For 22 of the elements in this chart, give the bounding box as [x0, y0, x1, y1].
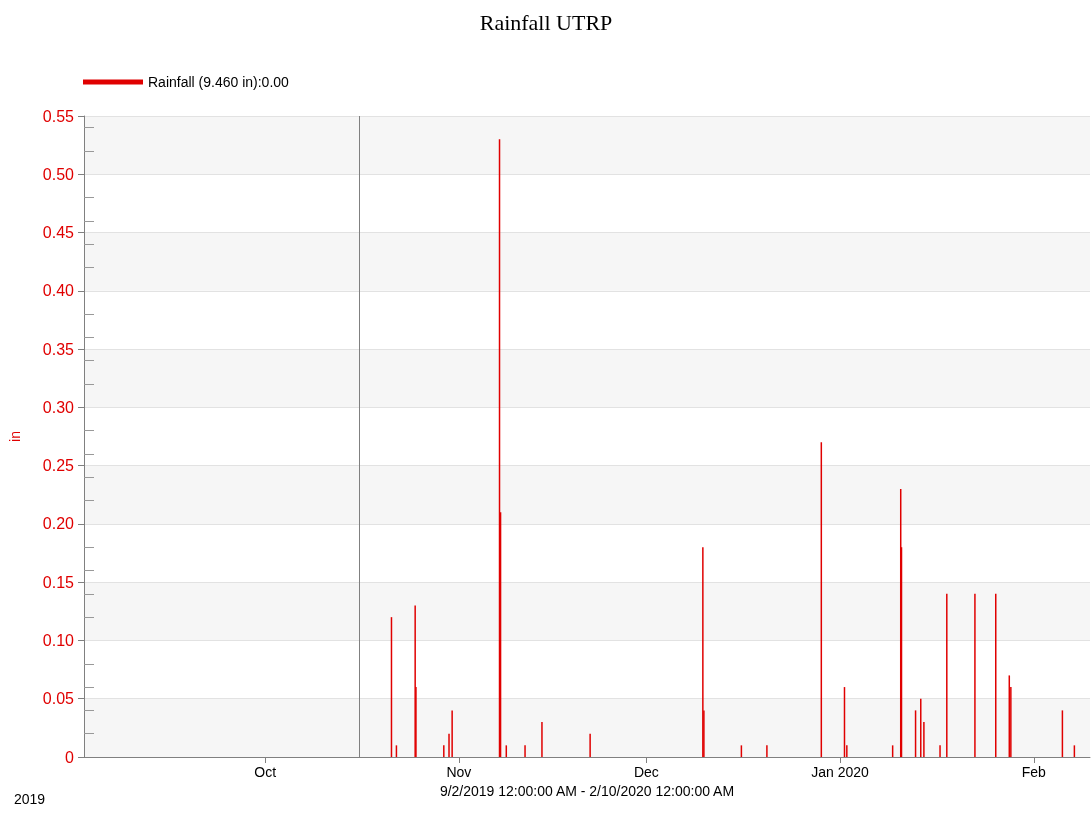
y-tick-label: 0.30 [42, 398, 75, 416]
x-tick-label: Jan 2020 [811, 764, 870, 780]
y-tick-label: 0.20 [42, 515, 75, 533]
chart-title: Rainfall UTRP [479, 9, 613, 35]
y-axis-title: in [7, 431, 23, 442]
x-axis-title: 9/2/2019 12:00:00 AM - 2/10/2020 12:00:00 AM [439, 782, 735, 799]
y-tick-label: 0.05 [42, 690, 75, 708]
text: 2019 [14, 791, 46, 807]
y-tick-label: 0.45 [42, 224, 75, 242]
x-tick-label: Feb [1021, 764, 1047, 780]
y-tick-label: 0.35 [42, 340, 75, 358]
y-tick-label: 0 [65, 748, 75, 766]
x-tick-label: Nov [446, 764, 472, 780]
x-tick-label: Dec [633, 764, 659, 780]
y-tick-label: 0.25 [42, 457, 75, 475]
y-tick-label: 0.10 [42, 631, 75, 649]
y-tick-label: 0.40 [42, 282, 75, 300]
legend-label: Rainfall (9.460 in):0.00 [148, 74, 290, 90]
x-tick-label: Oct [254, 764, 277, 780]
y-tick-label: 0.50 [42, 165, 75, 183]
y-tick-label: 0.55 [42, 107, 75, 125]
y-tick-label: 0.15 [42, 573, 75, 591]
